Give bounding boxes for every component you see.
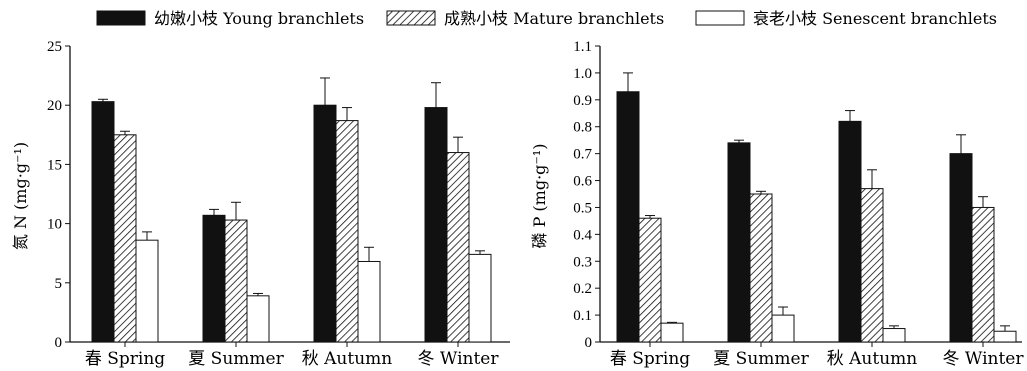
x-category-label: 夏 Summer xyxy=(188,349,284,369)
bar xyxy=(468,253,492,343)
x-category-label: 秋 Autumn xyxy=(302,349,393,369)
legend-item-mature: 成熟小枝 Mature branchlets xyxy=(386,9,664,28)
bar xyxy=(202,214,226,343)
bar xyxy=(838,120,862,343)
x-category-label: 冬 Winter xyxy=(418,349,500,369)
chart-phosphorus: 0 0.1 0.2 0.3 0.4 0.5 0.6 0.7 0.8 0.9 1.0 1.1 春 Spri… xyxy=(573,39,1024,369)
x-category-label: 春 Spring xyxy=(610,349,690,369)
x-category-label: 冬 Winter xyxy=(943,349,1025,369)
y-axis-label-phosphorus: 磷 P (mg·g⁻¹) xyxy=(530,143,549,248)
y-tick-label: 25 xyxy=(47,39,62,55)
y-tick-label: 0.8 xyxy=(573,120,592,136)
bar xyxy=(446,152,470,343)
y-tick-label: 0.9 xyxy=(573,93,592,109)
y-tick-label: 0.6 xyxy=(573,174,592,190)
bar xyxy=(357,260,381,343)
legend-label-mature: 成熟小枝 Mature branchlets xyxy=(444,9,664,28)
legend: 幼嫩小枝 Young branchlets 成熟小枝 Mature branch… xyxy=(96,9,997,28)
y-tick-label: 0 xyxy=(585,335,593,351)
y-tick-label: 20 xyxy=(47,98,62,114)
y-tick-label: 1.0 xyxy=(573,66,592,82)
bar xyxy=(971,206,995,343)
bar xyxy=(660,322,684,343)
legend-label-senescent: 衰老小枝 Senescent branchlets xyxy=(753,9,997,28)
y-tick-label: 1.1 xyxy=(573,39,592,55)
x-category-label: 夏 Summer xyxy=(713,349,809,369)
y-tick-label: 5 xyxy=(55,276,63,292)
bar xyxy=(424,107,448,343)
bar xyxy=(993,330,1017,343)
bar xyxy=(949,153,973,343)
y-tick-label: 0 xyxy=(55,335,63,351)
y-axis-label-nitrogen: 氮 N (mg·g⁻¹) xyxy=(11,142,30,250)
x-category-label: 秋 Autumn xyxy=(827,349,918,369)
bar xyxy=(638,217,662,343)
bar xyxy=(113,134,137,343)
bar xyxy=(727,142,751,343)
bar xyxy=(135,239,159,343)
legend-item-young: 幼嫩小枝 Young branchlets xyxy=(96,9,364,28)
y-tick-label: 0.5 xyxy=(573,200,592,216)
bar xyxy=(91,101,115,343)
bar xyxy=(749,193,773,343)
bar xyxy=(313,104,337,343)
legend-label-young: 幼嫩小枝 Young branchlets xyxy=(154,9,364,28)
bar xyxy=(335,120,359,343)
x-category-label: 春 Spring xyxy=(85,349,165,369)
bar xyxy=(771,314,795,343)
y-tick-label: 15 xyxy=(47,157,62,173)
bar xyxy=(616,91,640,343)
y-tick-label: 0.4 xyxy=(573,227,592,243)
y-tick-label: 10 xyxy=(47,217,62,233)
y-tick-label: 0.2 xyxy=(573,281,592,297)
bar xyxy=(860,188,884,343)
y-tick-label: 0.1 xyxy=(573,308,592,324)
bar xyxy=(246,295,270,343)
chart-nitrogen: 0 5 10 15 20 25 春 Spring 夏 Summer 秋 Autumn 冬 Wint… xyxy=(47,39,510,369)
bar xyxy=(882,328,906,343)
y-tick-label: 0.3 xyxy=(573,254,592,270)
bar xyxy=(224,219,248,343)
y-tick-label: 0.7 xyxy=(573,147,592,163)
legend-item-senescent: 衰老小枝 Senescent branchlets xyxy=(695,9,997,28)
